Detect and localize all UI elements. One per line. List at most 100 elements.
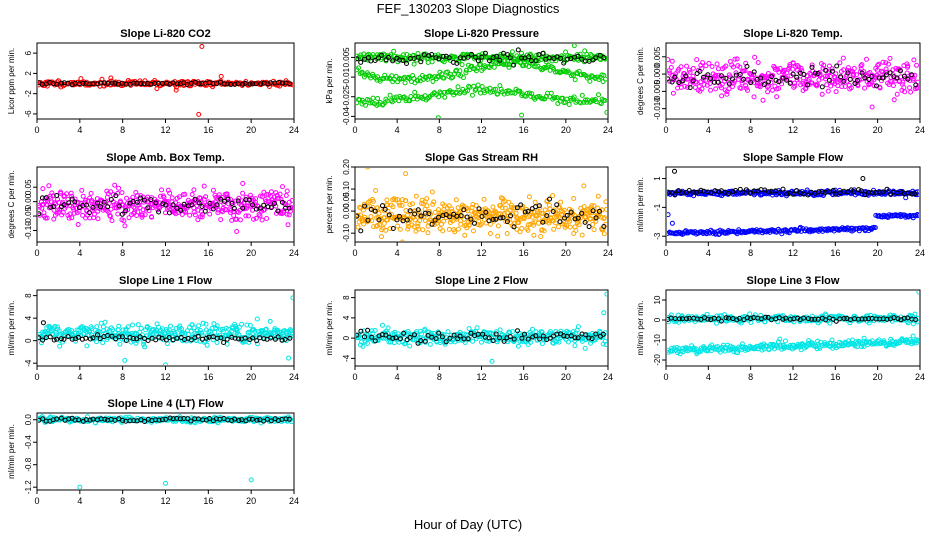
data-point <box>833 89 839 95</box>
data-point <box>861 335 867 341</box>
data-point <box>95 208 101 214</box>
data-point <box>84 343 90 349</box>
data-point <box>383 227 389 233</box>
data-point <box>133 340 139 346</box>
data-point <box>528 339 533 345</box>
data-point <box>669 220 675 226</box>
data-point <box>737 315 743 321</box>
data-point <box>547 196 552 202</box>
data-point <box>429 221 435 227</box>
data-point <box>267 318 273 324</box>
data-point <box>94 339 99 345</box>
data-point <box>556 339 562 345</box>
panel-6-x-tick-label: 12 <box>788 248 798 258</box>
data-point <box>372 208 378 214</box>
data-point <box>732 56 738 62</box>
data-point <box>239 321 245 327</box>
data-point <box>817 226 823 232</box>
data-point <box>914 62 919 68</box>
data-point <box>246 213 251 219</box>
data-point <box>497 335 503 341</box>
data-point <box>163 337 169 343</box>
data-point <box>80 212 86 218</box>
data-point <box>377 206 383 212</box>
data-point <box>379 76 385 82</box>
data-point <box>365 168 370 170</box>
data-point <box>554 95 560 100</box>
panel-10-y-tick-label: -0.8 <box>24 457 33 471</box>
data-point <box>713 72 719 78</box>
data-point <box>110 327 116 333</box>
data-point <box>418 213 424 219</box>
data-point <box>39 340 44 346</box>
data-point <box>189 192 195 197</box>
data-point <box>591 203 597 209</box>
data-point <box>854 72 859 78</box>
data-point <box>582 219 588 225</box>
data-point <box>131 80 137 86</box>
data-point <box>809 316 815 322</box>
data-point <box>178 207 184 213</box>
data-point <box>508 202 514 208</box>
data-point <box>876 61 882 67</box>
data-point <box>395 223 400 229</box>
panel-5-series-1 <box>356 168 607 241</box>
data-point <box>134 199 140 205</box>
data-point <box>370 95 376 101</box>
data-point <box>461 207 467 213</box>
data-point <box>910 333 916 339</box>
data-point <box>268 335 274 341</box>
data-point <box>105 333 110 338</box>
data-point <box>476 206 482 212</box>
panel-6-x-tick-label: 8 <box>748 248 753 258</box>
panel-4-series-2 <box>38 193 292 217</box>
data-point <box>770 343 776 349</box>
data-point <box>189 337 194 343</box>
data-point <box>744 63 750 69</box>
data-point <box>479 339 484 345</box>
data-point <box>571 73 576 78</box>
data-point <box>99 417 105 423</box>
panel-1-x-tick-label: 0 <box>34 125 39 135</box>
data-point <box>289 330 293 336</box>
data-point <box>709 64 715 69</box>
data-point <box>405 212 410 218</box>
data-point <box>141 81 147 87</box>
panel-3-series-2 <box>667 63 919 91</box>
data-point <box>479 84 485 90</box>
data-point <box>215 210 221 216</box>
data-point <box>210 200 216 206</box>
data-point <box>751 94 757 100</box>
data-point <box>690 65 696 71</box>
data-point <box>864 56 869 62</box>
data-point <box>41 210 47 216</box>
data-point <box>380 322 385 328</box>
data-point <box>504 219 510 225</box>
data-point <box>138 195 143 201</box>
data-point <box>774 313 779 319</box>
data-point <box>121 218 127 224</box>
data-point <box>752 54 758 60</box>
panel-10-y-tick-label: -0.4 <box>24 435 33 449</box>
data-point <box>373 188 379 193</box>
data-point <box>139 212 145 218</box>
data-point <box>667 189 671 195</box>
data-point <box>191 187 197 193</box>
data-point <box>418 338 424 344</box>
panel-4-title: Slope Amb. Box Temp. <box>106 152 225 164</box>
panel-1-x-tick-label: 8 <box>120 125 125 135</box>
data-point <box>777 190 782 196</box>
data-point <box>541 228 547 234</box>
data-point <box>525 227 531 233</box>
panel-7-series-1 <box>38 295 293 365</box>
data-point <box>907 85 913 91</box>
data-point <box>701 74 706 80</box>
data-point <box>272 336 278 342</box>
data-point <box>459 62 465 68</box>
data-point <box>794 74 800 80</box>
data-point <box>589 203 595 209</box>
panel-8-series-2 <box>356 327 606 346</box>
data-point <box>455 84 461 90</box>
data-point <box>225 81 230 87</box>
